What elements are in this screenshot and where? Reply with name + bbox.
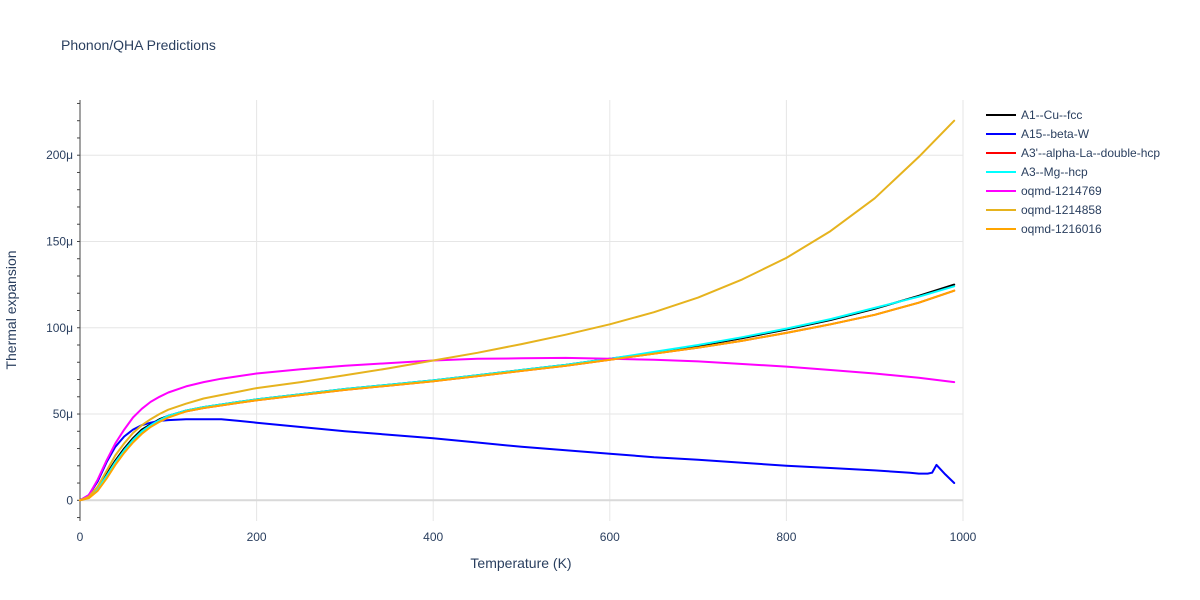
chart-title: Phonon/QHA Predictions — [61, 37, 216, 53]
x-tick-label: 1000 — [950, 530, 977, 544]
legend-item-4[interactable]: oqmd-1214769 — [986, 184, 1102, 198]
legend-item-3[interactable]: A3--Mg--hcp — [986, 165, 1088, 179]
legend-label: oqmd-1216016 — [1021, 222, 1102, 236]
legend-item-5[interactable]: oqmd-1214858 — [986, 203, 1102, 217]
series-line-4 — [79, 356, 956, 502]
x-tick-label: 200 — [247, 530, 267, 544]
legend-item-6[interactable]: oqmd-1216016 — [986, 222, 1102, 236]
legend-item-2[interactable]: A3'--alpha-La--double-hcp — [986, 146, 1160, 160]
y-axis-title: Thermal expansion — [3, 250, 19, 369]
series-line-1 — [79, 418, 956, 502]
legend-label: oqmd-1214858 — [1021, 203, 1102, 217]
series-line-5 — [79, 119, 956, 502]
legend-label: A15--beta-W — [1021, 127, 1090, 141]
y-tick-label: 100μ — [46, 321, 73, 335]
x-tick-label: 0 — [77, 530, 84, 544]
legend-item-0[interactable]: A1--Cu--fcc — [986, 108, 1082, 122]
x-tick-label: 800 — [776, 530, 796, 544]
grid — [80, 100, 964, 521]
legend[interactable]: A1--Cu--fcc A15--beta-W A3'--alpha-La--dou… — [986, 108, 1160, 236]
legend-item-1[interactable]: A15--beta-W — [986, 127, 1090, 141]
x-axis-title: Temperature (K) — [470, 555, 571, 571]
x-tick-label: 600 — [600, 530, 620, 544]
series-line-6 — [79, 289, 956, 502]
y-tick-label: 200μ — [46, 148, 73, 162]
legend-label: A1--Cu--fcc — [1021, 108, 1082, 122]
y-tick-label: 150μ — [46, 234, 73, 248]
y-tick-label: 50μ — [53, 407, 73, 421]
zero-line-group — [79, 100, 963, 521]
x-axis-ticks: 0 200 400 600 800 1000 — [77, 530, 977, 544]
legend-label: oqmd-1214769 — [1021, 184, 1102, 198]
y-tick-label: 0 — [66, 493, 73, 507]
series-lines — [79, 119, 956, 502]
x-tick-label: 400 — [423, 530, 443, 544]
legend-label: A3--Mg--hcp — [1021, 165, 1088, 179]
legend-label: A3'--alpha-La--double-hcp — [1021, 146, 1160, 160]
y-axis-ticks: 0 50μ 100μ 150μ 200μ — [46, 102, 80, 519]
